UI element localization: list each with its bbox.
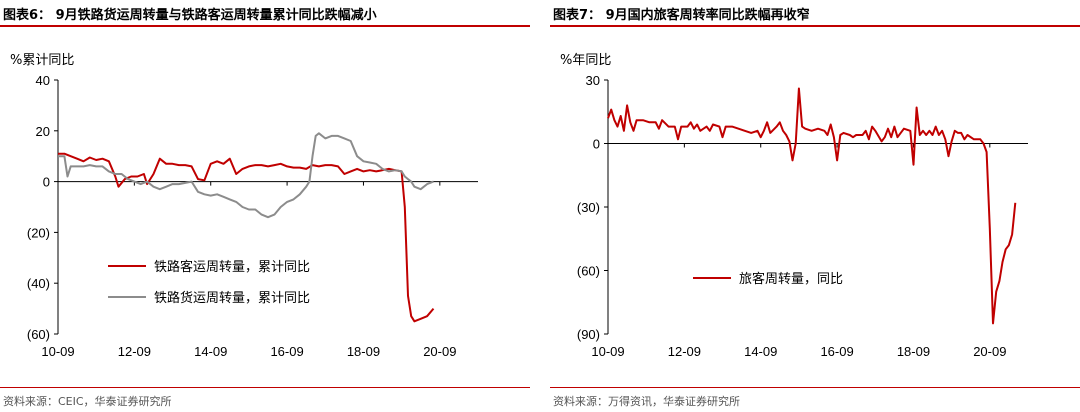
source-divider <box>0 387 530 388</box>
x-tick-label: 10-09 <box>591 344 624 359</box>
legend-label: 旅客周转量，同比 <box>739 271 843 287</box>
legend-label: 铁路货运周转量，累计同比 <box>154 290 310 306</box>
y-tick-label: (60) <box>577 264 600 279</box>
x-tick-label: 18-09 <box>347 344 380 359</box>
x-tick-label: 14-09 <box>194 344 227 359</box>
source-note: 资料来源：万得资讯，华泰证券研究所 <box>553 395 740 408</box>
series-line <box>58 132 434 219</box>
right-panel: 图表7： 9月国内旅客周转率同比跌幅再收窄 %年同比 30 0 (30) (60) (90… <box>550 0 1080 412</box>
x-tick-label: 14-09 <box>744 344 777 359</box>
chart-title: 图表6： 9月铁路货运周转量与铁路客运周转量累计同比跌幅减小 <box>3 8 377 23</box>
legend-label: 铁路客运周转量，累计同比 <box>154 259 310 275</box>
x-tick-label: 10-09 <box>41 344 74 359</box>
y-tick-label: 20 <box>36 124 50 139</box>
source-note: 资料来源：CEIC，华泰证券研究所 <box>3 395 172 408</box>
y-axis-label: %累计同比 <box>10 53 74 68</box>
title-divider <box>0 25 530 27</box>
left-line-chart: %累计同比 40 20 0 (20) (40) (60) 10-09 12-09 14-09 16-… <box>10 53 478 359</box>
series-line <box>607 87 1017 325</box>
source-divider <box>550 387 1080 388</box>
y-axis-label: %年同比 <box>560 53 611 68</box>
x-tick-label: 16-09 <box>820 344 853 359</box>
x-tick-label: 20-09 <box>423 344 456 359</box>
x-tick-label: 18-09 <box>897 344 930 359</box>
y-tick-label: (90) <box>577 327 600 342</box>
y-tick-label: 40 <box>36 73 50 88</box>
x-tick-label: 12-09 <box>118 344 151 359</box>
y-tick-label: (20) <box>27 225 50 240</box>
y-tick-label: 30 <box>586 73 600 88</box>
series-line <box>58 152 435 323</box>
left-panel: 图表6： 9月铁路货运周转量与铁路客运周转量累计同比跌幅减小 %累计同比 40 20… <box>0 0 530 412</box>
x-tick-label: 20-09 <box>973 344 1006 359</box>
right-line-chart: %年同比 30 0 (30) (60) (90) 10-09 12-09 14-09 16-09 1… <box>560 53 1028 359</box>
x-tick-label: 16-09 <box>270 344 303 359</box>
y-tick-label: (40) <box>27 276 50 291</box>
chart-title: 图表7： 9月国内旅客周转率同比跌幅再收窄 <box>553 8 810 23</box>
y-tick-label: (60) <box>27 327 50 342</box>
x-tick-label: 12-09 <box>668 344 701 359</box>
y-tick-label: 0 <box>593 137 600 152</box>
y-tick-label: 0 <box>43 175 50 190</box>
title-divider <box>550 25 1080 27</box>
y-tick-label: (30) <box>577 200 600 215</box>
